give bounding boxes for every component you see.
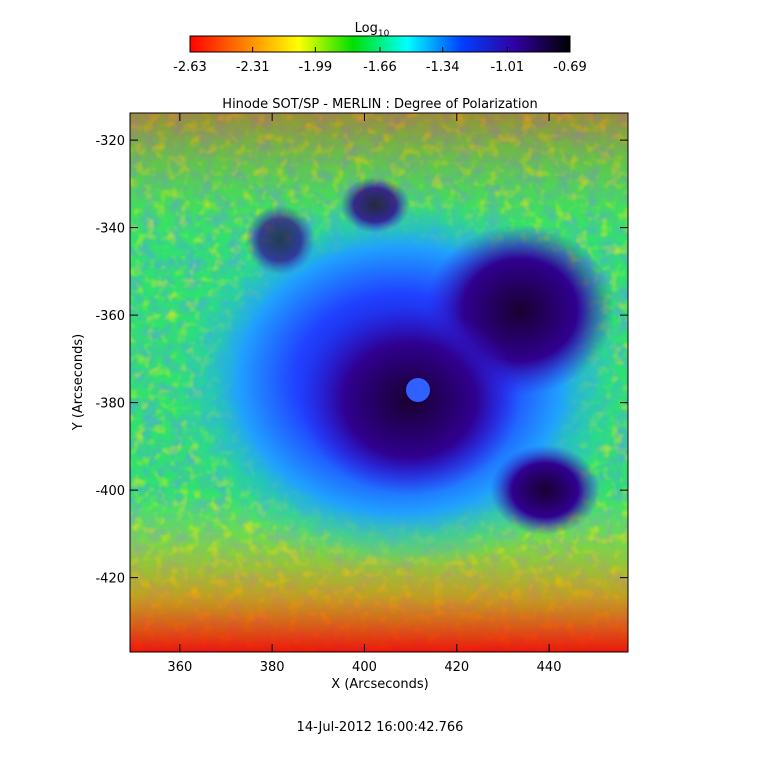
colorbar-tick-label: -0.69 — [553, 60, 587, 75]
y-tick-label: -400 — [95, 484, 125, 499]
y-tick-label: -340 — [95, 222, 125, 237]
y-tick-label: -320 — [95, 134, 125, 149]
y-tick-label: -420 — [95, 572, 125, 587]
colorbar-label-text: Log — [355, 21, 378, 36]
colorbar-label-subscript: 10 — [378, 29, 390, 39]
x-axis-label: X (Arcseconds) — [331, 677, 428, 692]
x-tick-label: 420 — [444, 660, 469, 675]
colorbar-tick-label: -2.63 — [173, 60, 207, 75]
polarization-image — [130, 113, 628, 652]
colorbar-tick-label: -2.31 — [236, 60, 270, 75]
y-axis-label: Y (Arcseconds) — [71, 334, 86, 431]
plot-frame — [129, 112, 629, 653]
chart-title: Hinode SOT/SP - MERLIN : Degree of Polar… — [222, 97, 537, 112]
y-tick-label: -360 — [95, 309, 125, 324]
colorbar-label: Log10 — [355, 21, 390, 39]
colorbar-tick-label: -1.34 — [426, 60, 460, 75]
x-tick-label: 400 — [352, 660, 377, 675]
x-tick-label: 360 — [167, 660, 192, 675]
colorbar-tick-label: -1.66 — [363, 60, 397, 75]
colorbar-tick-label: -1.01 — [490, 60, 524, 75]
date-label: 14-Jul-2012 16:00:42.766 — [297, 720, 464, 735]
x-tick-label: 380 — [260, 660, 285, 675]
colorbar-tick-label: -1.99 — [299, 60, 333, 75]
x-tick-label: 440 — [537, 660, 562, 675]
y-tick-label: -380 — [95, 397, 125, 412]
